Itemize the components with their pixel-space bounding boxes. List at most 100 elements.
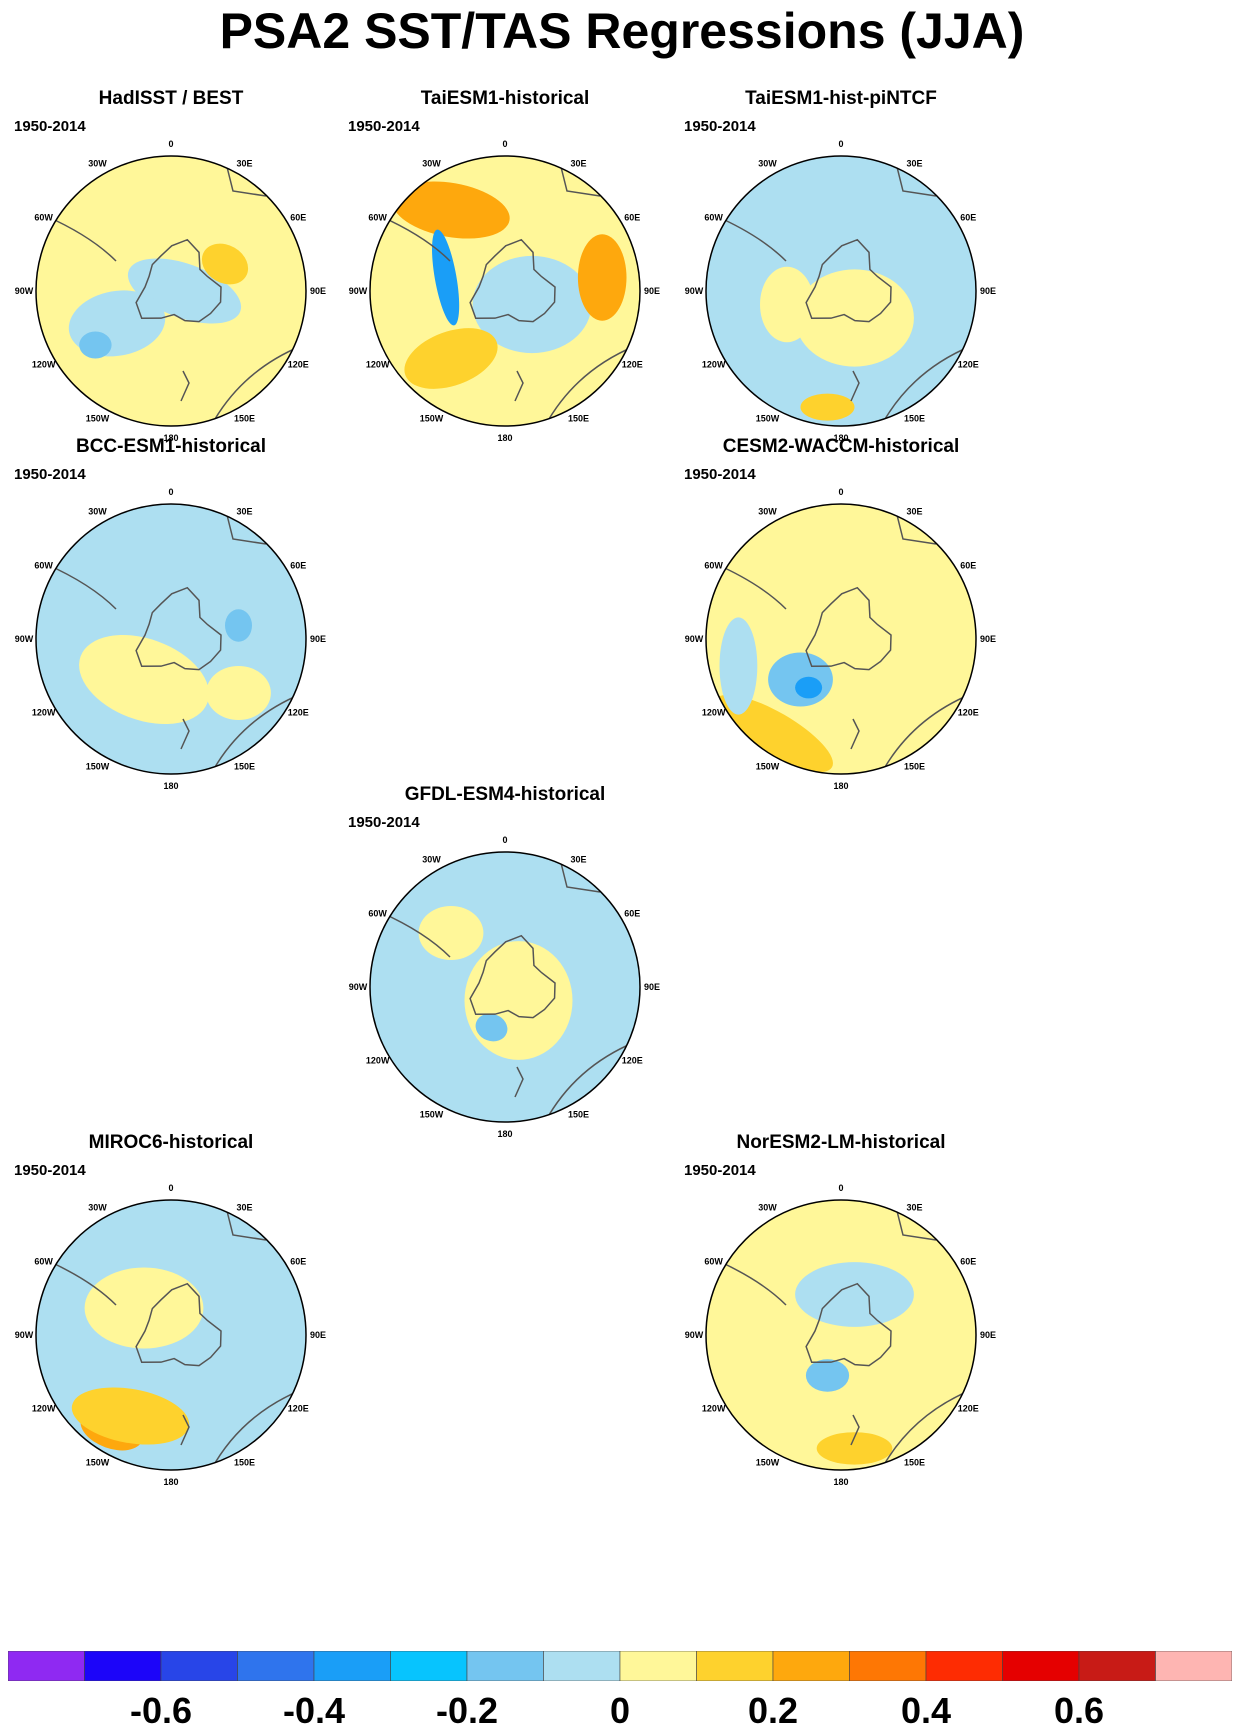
africa-coastline	[895, 1206, 937, 1241]
regression-patch	[714, 694, 833, 773]
colorbar-swatch	[313, 1651, 391, 1681]
longitude-label: 90W	[349, 982, 368, 992]
regression-patch	[404, 328, 498, 389]
longitude-label: 150W	[756, 413, 780, 423]
australia-coastline	[544, 345, 636, 426]
colorbar-swatch	[772, 1651, 850, 1681]
regression-patch	[800, 393, 855, 421]
colorbar-swatch	[1155, 1651, 1232, 1681]
panel-title: BCC-ESM1-historical	[75, 436, 267, 457]
australia-coastline	[210, 693, 302, 774]
longitude-label: 90E	[310, 634, 326, 644]
africa-coastline	[895, 162, 937, 197]
panel-period: 1950-2014	[348, 814, 420, 831]
longitude-label: 120E	[288, 1404, 309, 1414]
map-boundary	[35, 503, 307, 775]
antarctica-coastline	[805, 238, 892, 323]
australia-coastline	[880, 693, 972, 774]
colorbar-swatch	[543, 1651, 621, 1681]
colorbar-swatch	[925, 1651, 1003, 1681]
panel-period: 1950-2014	[14, 466, 86, 483]
regression-patch	[84, 1267, 204, 1349]
longitude-label: 60E	[290, 561, 306, 571]
longitude-label: 150W	[86, 761, 110, 771]
colorbar-swatch	[1078, 1651, 1156, 1681]
longitude-label: 180	[833, 781, 848, 791]
regression-patch	[795, 269, 914, 367]
longitude-label: 60E	[624, 213, 640, 223]
polar-map: 0 30E 60E 90E 120E 150E 180 150W 120W 90W 60W 30W	[349, 139, 660, 443]
longitude-label: 60E	[960, 213, 976, 223]
regression-patch	[475, 1013, 508, 1042]
panel-title: TaiESM1-hist-piNTCF	[745, 88, 937, 109]
regression-patch	[805, 1359, 850, 1392]
longitude-label: 90W	[15, 286, 34, 296]
longitude-label: 0	[168, 1183, 173, 1193]
longitude-label: 0	[168, 139, 173, 149]
longitude-label: 150W	[86, 413, 110, 423]
polar-map: 0 30E 60E 90E 120E 150E 180 150W 120W 90W 60W 30W	[15, 487, 326, 791]
australia-coastline	[880, 1389, 972, 1470]
map-panel: TaiESM1-historical 1950-2014 0 30E 60E 90E 120…	[340, 88, 670, 468]
map-panel: TaiESM1-hist-piNTCF 1950-2014 0 30E 60E 90E 12…	[676, 88, 1006, 468]
panel-title: CESM2-WACCM-historical	[722, 436, 960, 457]
longitude-label: 180	[833, 1477, 848, 1487]
colorbar-tick-label: 0	[609, 1690, 631, 1731]
map-boundary	[705, 1199, 977, 1471]
panel-period: 1950-2014	[684, 1162, 756, 1179]
regression-patch	[71, 1387, 190, 1445]
longitude-label: 120E	[958, 1404, 979, 1414]
longitude-label: 30W	[758, 159, 777, 169]
australia-coastline	[210, 1389, 302, 1470]
map-panel: MIROC6-historical 1950-2014 0 30E 60E 90E 120E…	[6, 1132, 336, 1512]
panel-title: MIROC6-historical	[88, 1132, 254, 1153]
longitude-label: 180	[833, 433, 848, 443]
page-title: PSA2 SST/TAS Regressions (JJA)	[219, 3, 1025, 59]
regression-patch	[79, 331, 112, 359]
longitude-label: 120E	[288, 708, 309, 718]
colorbar-swatch	[466, 1651, 544, 1681]
map-boundary	[705, 503, 977, 775]
longitude-label: 90W	[349, 286, 368, 296]
colorbar-labels: -0.6 -0.4 -0.2 0 0.2 0.4 0.6	[0, 1690, 1244, 1731]
regression-patch	[418, 906, 484, 960]
longitude-label: 0	[168, 487, 173, 497]
longitude-label: 120W	[32, 708, 56, 718]
map-background-field	[36, 504, 306, 774]
longitude-label: 90E	[310, 286, 326, 296]
map-panel: BCC-ESM1-historical 1950-2014 0 30E 60E 90E 12…	[6, 436, 336, 816]
colorbar	[8, 1651, 1232, 1681]
longitude-label: 30E	[236, 507, 252, 517]
polar-map: 0 30E 60E 90E 120E 150E 180 150W 120W 90W 60W 30W	[15, 1183, 326, 1487]
longitude-label: 150W	[756, 1457, 780, 1467]
longitude-label: 90E	[644, 982, 660, 992]
australia-coastline	[210, 345, 302, 426]
antarctica-coastline	[469, 238, 556, 323]
africa-coastline	[225, 510, 267, 545]
polar-map: 0 30E 60E 90E 120E 150E 180 150W 120W 90W 60W 30W	[685, 487, 996, 791]
map-panel: HadISST / BEST 1950-2014 0 30E 60E 90E 120E 150…	[6, 88, 336, 468]
colorbar-swatch	[84, 1651, 162, 1681]
longitude-label: 30E	[570, 855, 586, 865]
africa-coastline	[559, 858, 601, 893]
longitude-label: 150E	[234, 761, 255, 771]
longitude-label: 150W	[86, 1457, 110, 1467]
longitude-label: 30E	[236, 1203, 252, 1213]
longitude-label: 150E	[904, 413, 925, 423]
longitude-label: 150W	[420, 413, 444, 423]
longitude-label: 60W	[34, 561, 53, 571]
longitude-label: 120W	[702, 1404, 726, 1414]
africa-coastline	[225, 1206, 267, 1241]
longitude-label: 30E	[906, 507, 922, 517]
new-zealand-coastline	[514, 1066, 524, 1098]
longitude-label: 0	[838, 139, 843, 149]
longitude-label: 120W	[702, 360, 726, 370]
colorbar-tick-label: -0.2	[435, 1690, 499, 1731]
longitude-label: 60W	[704, 1257, 723, 1267]
antarctica-coastline	[135, 238, 222, 323]
longitude-label: 90E	[644, 286, 660, 296]
new-zealand-coastline	[180, 1414, 190, 1446]
longitude-label: 120W	[32, 1404, 56, 1414]
panel-title: TaiESM1-historical	[420, 88, 590, 109]
colorbar-swatch	[160, 1651, 238, 1681]
